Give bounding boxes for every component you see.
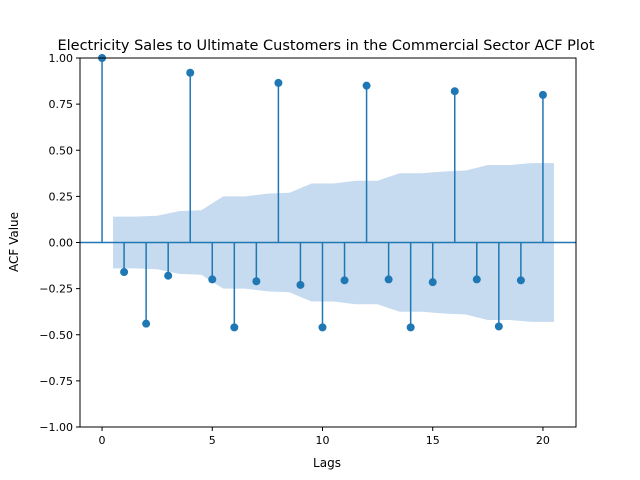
y-tick-label: 1.00 xyxy=(49,52,74,65)
x-tick-label: 5 xyxy=(209,434,216,447)
stem-marker xyxy=(428,278,437,287)
x-axis-label: Lags xyxy=(313,456,341,470)
stem-marker xyxy=(120,268,129,277)
stem-marker xyxy=(186,68,195,77)
stem-marker xyxy=(296,280,305,289)
stem-marker xyxy=(516,276,525,285)
y-tick-label: 0.50 xyxy=(49,144,74,157)
y-tick-label: 0.00 xyxy=(49,237,74,250)
stem-marker xyxy=(406,323,415,332)
y-tick-label: 0.75 xyxy=(49,98,74,111)
stem-marker xyxy=(208,275,217,284)
axis-layer: 0 5 10 15 20 −1.00 −0.75 −0.50 −0.25 0.00 0.25 0.50… xyxy=(39,52,577,447)
y-tick-label: −1.00 xyxy=(39,421,73,434)
stem-marker xyxy=(472,275,481,284)
y-tick-label: −0.50 xyxy=(39,329,73,342)
y-tick-label: 0.25 xyxy=(49,190,74,203)
stem-marker xyxy=(274,78,283,87)
stem-marker xyxy=(252,277,261,286)
stem-marker xyxy=(318,323,327,332)
stem-marker xyxy=(362,81,371,90)
stem-marker xyxy=(494,322,503,331)
chart-title: Electricity Sales to Ultimate Customers … xyxy=(57,38,594,54)
stem-marker xyxy=(164,271,173,280)
stem-marker xyxy=(230,323,239,332)
y-axis-label: ACF Value xyxy=(7,212,21,272)
stem-marker xyxy=(538,90,547,99)
stem-marker xyxy=(450,87,459,96)
x-tick-label: 10 xyxy=(315,434,329,447)
stem-marker xyxy=(340,276,349,285)
x-tick-label: 0 xyxy=(99,434,106,447)
y-tick-label: −0.25 xyxy=(39,283,73,296)
stem-marker xyxy=(384,275,393,284)
x-tick-label: 15 xyxy=(426,434,440,447)
x-tick-label: 20 xyxy=(536,434,550,447)
stem-layer xyxy=(98,54,547,332)
stem-marker xyxy=(142,319,151,328)
y-tick-label: −0.75 xyxy=(39,375,73,388)
